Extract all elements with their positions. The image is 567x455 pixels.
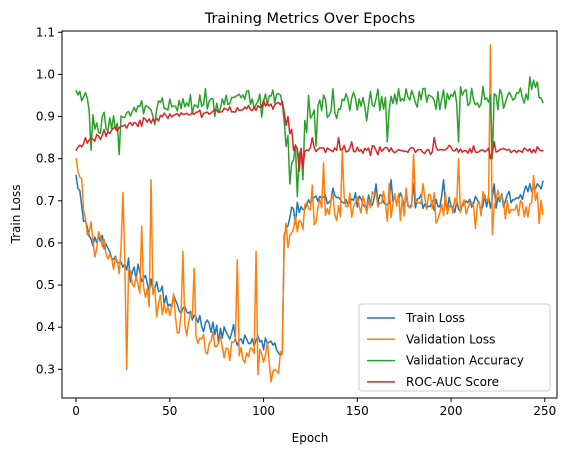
y-tick-label: 0.7 <box>36 194 55 208</box>
legend-label: ROC-AUC Score <box>406 375 499 389</box>
y-tick-label: 0.4 <box>36 320 55 334</box>
legend-label: Validation Accuracy <box>406 354 524 368</box>
y-axis: 0.3 0.4 0.5 0.6 0.7 0.8 0.9 1.0 1.1 <box>36 25 62 376</box>
series-line-roc-auc-score <box>75 99 544 173</box>
legend-label: Validation Loss <box>406 332 495 346</box>
x-tick-label: 50 <box>162 404 177 418</box>
series-layer <box>75 44 544 383</box>
x-axis-label: Epoch <box>292 431 329 445</box>
legend: Train Loss Validation Loss Validation Accu… <box>358 303 551 392</box>
y-tick-label: 1.0 <box>36 67 55 81</box>
y-tick-label: 0.6 <box>36 236 55 250</box>
x-tick-label: 150 <box>346 404 369 418</box>
x-tick-label: 250 <box>533 404 556 418</box>
y-tick-label: 0.3 <box>36 362 55 376</box>
x-axis: 0 50 100 150 200 250 <box>72 398 556 418</box>
x-tick-label: 0 <box>72 404 80 418</box>
x-tick-label: 200 <box>440 404 463 418</box>
y-tick-label: 1.1 <box>36 25 55 39</box>
y-tick-label: 0.9 <box>36 110 55 124</box>
legend-label: Train Loss <box>405 311 465 325</box>
x-tick-label: 100 <box>252 404 275 418</box>
legend-box <box>358 303 551 392</box>
y-axis-label: Train Loss <box>9 185 23 245</box>
plot-area <box>61 30 558 399</box>
series-line-validation-loss <box>75 44 544 383</box>
y-tick-label: 0.8 <box>36 152 55 166</box>
chart-title: Training Metrics Over Epochs <box>204 11 416 27</box>
y-tick-label: 0.5 <box>36 278 55 292</box>
axes-frame <box>61 30 558 399</box>
